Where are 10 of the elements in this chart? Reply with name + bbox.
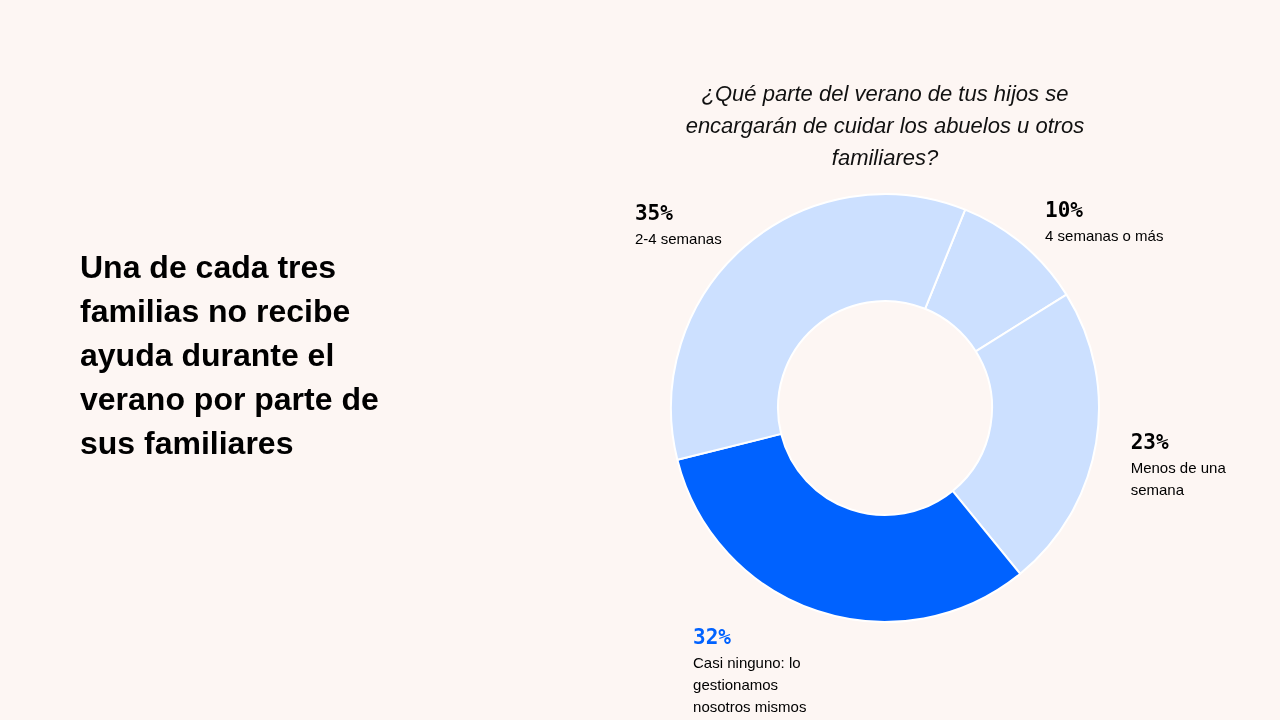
slice-label: 2-4 semanas bbox=[634, 230, 722, 248]
data-label: 23% bbox=[1130, 429, 1169, 454]
data-label: 35% bbox=[634, 201, 674, 226]
slice-label: Menos de una semana bbox=[1130, 458, 1227, 498]
data-label: 10% bbox=[1045, 198, 1084, 223]
slice-label: Casi ninguno: lo gestionamos nosotros mismos bbox=[693, 654, 807, 716]
text: Una de cada tres familias no recibe ayuda durante el verano por parte de sus familiares bbox=[80, 248, 380, 463]
chart-subtitle: ¿Qué parte del verano de tus hijos se encargarán de cuidar los abuelos u otros familiares? bbox=[684, 80, 1086, 172]
data-label: 32% bbox=[693, 625, 732, 650]
slice-label: 4 semanas o más bbox=[1045, 227, 1164, 245]
